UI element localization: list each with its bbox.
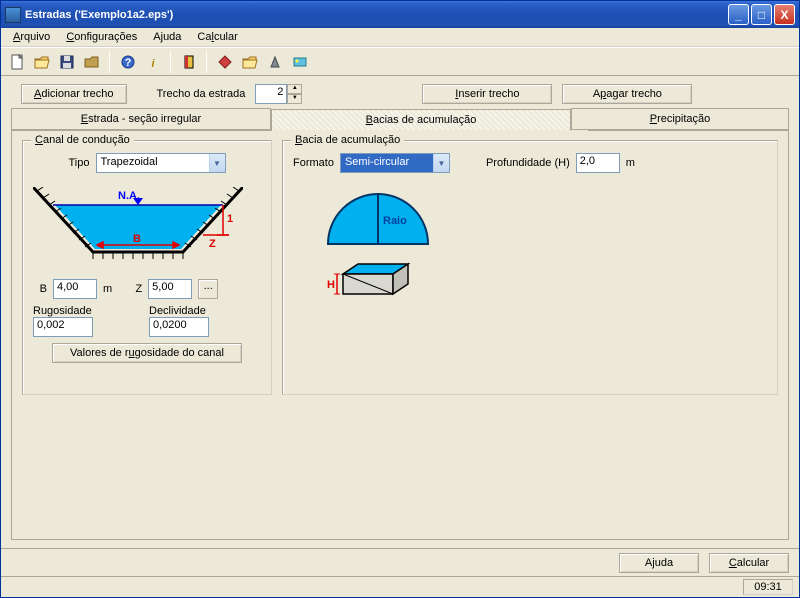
canal-group-title: Canal de condução [31, 134, 134, 146]
svg-text:Z: Z [209, 238, 216, 250]
tab-estrada[interactable]: Estrada - seção irregular [11, 108, 271, 130]
open-icon[interactable] [30, 50, 53, 73]
svg-text:i: i [151, 58, 155, 70]
titlebar: Estradas ('Exemplo1a2.eps') _ □ X [1, 1, 799, 28]
formato-combo[interactable]: Semi-circular ▼ [340, 153, 450, 173]
app-window: Estradas ('Exemplo1a2.eps') _ □ X Arquiv… [0, 0, 800, 598]
trecho-value[interactable]: 2 [255, 84, 287, 104]
tool1-icon[interactable] [177, 50, 200, 73]
bacia-group-title: Bacia de acumulação [291, 134, 404, 146]
tipo-label: Tipo [69, 157, 90, 169]
formato-value: Semi-circular [341, 154, 433, 172]
profund-label: Profundidade (H) [486, 157, 570, 169]
bacia-group: Bacia de acumulação Formato Semi-circula… [282, 140, 778, 395]
save-icon[interactable] [55, 50, 78, 73]
menu-arquivo[interactable]: Arquivo [5, 29, 58, 45]
svg-text:1: 1 [227, 213, 233, 225]
trecho-spinner[interactable]: 2 ▲▼ [255, 84, 302, 104]
inserir-trecho-button[interactable]: Inserir trecho [422, 84, 552, 104]
tool3-icon[interactable] [238, 50, 261, 73]
maximize-button[interactable]: □ [751, 4, 772, 25]
status-time: 09:31 [743, 579, 793, 595]
z-label: Z [118, 283, 142, 295]
decl-input[interactable]: 0,0200 [149, 317, 209, 337]
tipo-value: Trapezoidal [97, 154, 209, 172]
menu-ajuda[interactable]: Ajuda [145, 29, 189, 45]
profund-input[interactable]: 2,0 [576, 153, 620, 173]
tipo-combo[interactable]: Trapezoidal ▼ [96, 153, 226, 173]
close-button[interactable]: X [774, 4, 795, 25]
tool5-icon[interactable] [288, 50, 311, 73]
trecho-label: Trecho da estrada [157, 88, 246, 100]
b-input[interactable]: 4,00 [53, 279, 97, 299]
canal-group: Canal de condução Tipo Trapezoidal ▼ [22, 140, 272, 395]
tab-precipitacao[interactable]: Precipitação [571, 108, 789, 130]
z-input[interactable]: 5,00 [148, 279, 192, 299]
calcular-button[interactable]: Calcular [709, 553, 789, 573]
ajuda-button[interactable]: Ajuda [619, 553, 699, 573]
valores-rugosidade-button[interactable]: Valores de rugosidade do canal [52, 343, 242, 363]
tool2-icon[interactable] [213, 50, 236, 73]
help-icon[interactable]: ? [116, 50, 139, 73]
tool4-icon[interactable] [263, 50, 286, 73]
folder-icon[interactable] [80, 50, 103, 73]
toolbar: ? i [1, 47, 799, 76]
adicionar-trecho-button[interactable]: Adicionar trecho [21, 84, 127, 104]
menu-calcular[interactable]: Calcular [189, 29, 245, 45]
spin-up-icon[interactable]: ▲ [287, 84, 302, 94]
spin-down-icon[interactable]: ▼ [287, 94, 302, 104]
new-icon[interactable] [5, 50, 28, 73]
formato-label: Formato [293, 157, 334, 169]
minimize-button[interactable]: _ [728, 4, 749, 25]
tab-bacias[interactable]: Bacias de acumulação [271, 109, 571, 131]
apagar-trecho-button[interactable]: Apagar trecho [562, 84, 692, 104]
channel-diagram: N.A. B 1 Z [33, 187, 243, 262]
svg-text:?: ? [124, 57, 131, 69]
svg-text:B: B [133, 233, 141, 245]
decl-label: Declividade [149, 305, 209, 317]
b-label: B [33, 283, 47, 295]
svg-text:Raio: Raio [383, 215, 407, 227]
b-unit: m [103, 283, 112, 295]
z-more-button[interactable]: ... [198, 279, 218, 299]
svg-text:H: H [327, 279, 335, 291]
info-icon[interactable]: i [141, 50, 164, 73]
bacia-diagram: Raio H [313, 179, 463, 319]
rug-label: Rugosidade [33, 305, 143, 317]
rug-input[interactable]: 0,002 [33, 317, 93, 337]
profund-unit: m [626, 157, 635, 169]
menu-config[interactable]: Configurações [58, 29, 145, 45]
chevron-down-icon: ▼ [433, 154, 449, 172]
menubar: Arquivo Configurações Ajuda Calcular [1, 28, 799, 47]
chevron-down-icon: ▼ [209, 154, 225, 172]
app-icon [5, 7, 21, 23]
window-title: Estradas ('Exemplo1a2.eps') [25, 9, 728, 21]
